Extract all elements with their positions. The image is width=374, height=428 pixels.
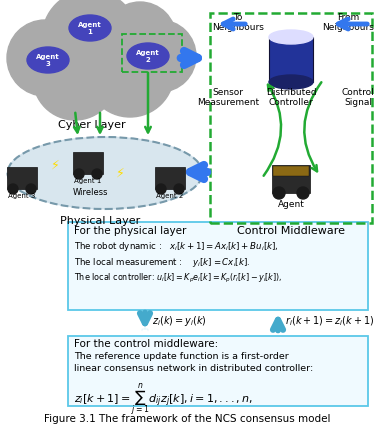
Ellipse shape <box>27 47 69 73</box>
Text: Agent 2: Agent 2 <box>156 193 184 199</box>
FancyBboxPatch shape <box>269 37 313 82</box>
Text: ⚡: ⚡ <box>116 166 125 179</box>
Text: The local controller: $u_i[k]=K_pe_i[k]=K_p(r_i[k]-y_i[k]),$: The local controller: $u_i[k]=K_pe_i[k]=… <box>74 272 282 285</box>
Text: Control
Signal: Control Signal <box>341 88 374 107</box>
Circle shape <box>65 28 135 98</box>
Text: Figure 3.1 The framework of the NCS consensus model: Figure 3.1 The framework of the NCS cons… <box>44 414 330 424</box>
Circle shape <box>86 29 174 117</box>
FancyBboxPatch shape <box>68 336 368 406</box>
Text: For the physical layer: For the physical layer <box>74 226 186 236</box>
FancyBboxPatch shape <box>155 167 185 189</box>
Text: Agent
1: Agent 1 <box>78 21 102 35</box>
Ellipse shape <box>7 137 202 209</box>
Text: linear consensus network in distributed controller:: linear consensus network in distributed … <box>74 364 313 373</box>
Circle shape <box>26 184 36 194</box>
Ellipse shape <box>127 43 169 69</box>
Text: Agent: Agent <box>278 200 304 209</box>
Text: The robot dynamic :   $x_i[k+1]=Ax_i[k]+Bu_i[k],$: The robot dynamic : $x_i[k+1]=Ax_i[k]+Bu… <box>74 240 279 253</box>
FancyBboxPatch shape <box>272 165 310 193</box>
Text: $r_i(k+1)=z_i(k+1)$: $r_i(k+1)=z_i(k+1)$ <box>285 314 374 328</box>
Circle shape <box>8 184 18 194</box>
Circle shape <box>156 184 166 194</box>
Text: For the control middleware:: For the control middleware: <box>74 339 218 349</box>
Circle shape <box>124 20 196 92</box>
Circle shape <box>273 187 285 199</box>
Text: Agent
2: Agent 2 <box>136 50 160 62</box>
Text: Wireless: Wireless <box>72 188 108 197</box>
Text: $z_i(k)=y_i(k)$: $z_i(k)=y_i(k)$ <box>152 314 207 328</box>
FancyBboxPatch shape <box>73 152 103 174</box>
Text: ⚡: ⚡ <box>50 158 59 172</box>
Ellipse shape <box>269 30 313 44</box>
Circle shape <box>92 169 102 179</box>
FancyBboxPatch shape <box>7 167 37 189</box>
Text: Distributed
Controller: Distributed Controller <box>266 88 316 107</box>
Circle shape <box>33 36 117 120</box>
Circle shape <box>104 2 176 74</box>
Circle shape <box>174 184 184 194</box>
FancyBboxPatch shape <box>273 166 309 176</box>
Circle shape <box>74 169 84 179</box>
Ellipse shape <box>269 75 313 89</box>
Text: From
Neighbours: From Neighbours <box>322 13 374 33</box>
FancyBboxPatch shape <box>68 222 368 310</box>
Text: Control Middleware: Control Middleware <box>237 226 345 236</box>
Text: $z_i[k+1]=\sum_{j=1}^{n}d_{ij}z_j[k],i=1,...,n,$: $z_i[k+1]=\sum_{j=1}^{n}d_{ij}z_j[k],i=1… <box>74 382 253 419</box>
Ellipse shape <box>69 15 111 41</box>
Text: The local measurement :    $y_i[k]=Cx_i[k].$: The local measurement : $y_i[k]=Cx_i[k].… <box>74 256 251 269</box>
Text: Sensor
Measurement: Sensor Measurement <box>197 88 259 107</box>
Text: Agent
3: Agent 3 <box>36 54 60 66</box>
Circle shape <box>297 187 309 199</box>
Circle shape <box>42 0 138 86</box>
Text: To
Neighbours: To Neighbours <box>212 13 264 33</box>
Circle shape <box>7 20 83 96</box>
Text: The reference update function is a first-order: The reference update function is a first… <box>74 352 289 361</box>
Text: Agent 3: Agent 3 <box>8 193 36 199</box>
Text: Cyber Layer: Cyber Layer <box>58 120 126 130</box>
Text: Agent 1: Agent 1 <box>74 178 102 184</box>
Text: Physical Layer: Physical Layer <box>60 216 140 226</box>
